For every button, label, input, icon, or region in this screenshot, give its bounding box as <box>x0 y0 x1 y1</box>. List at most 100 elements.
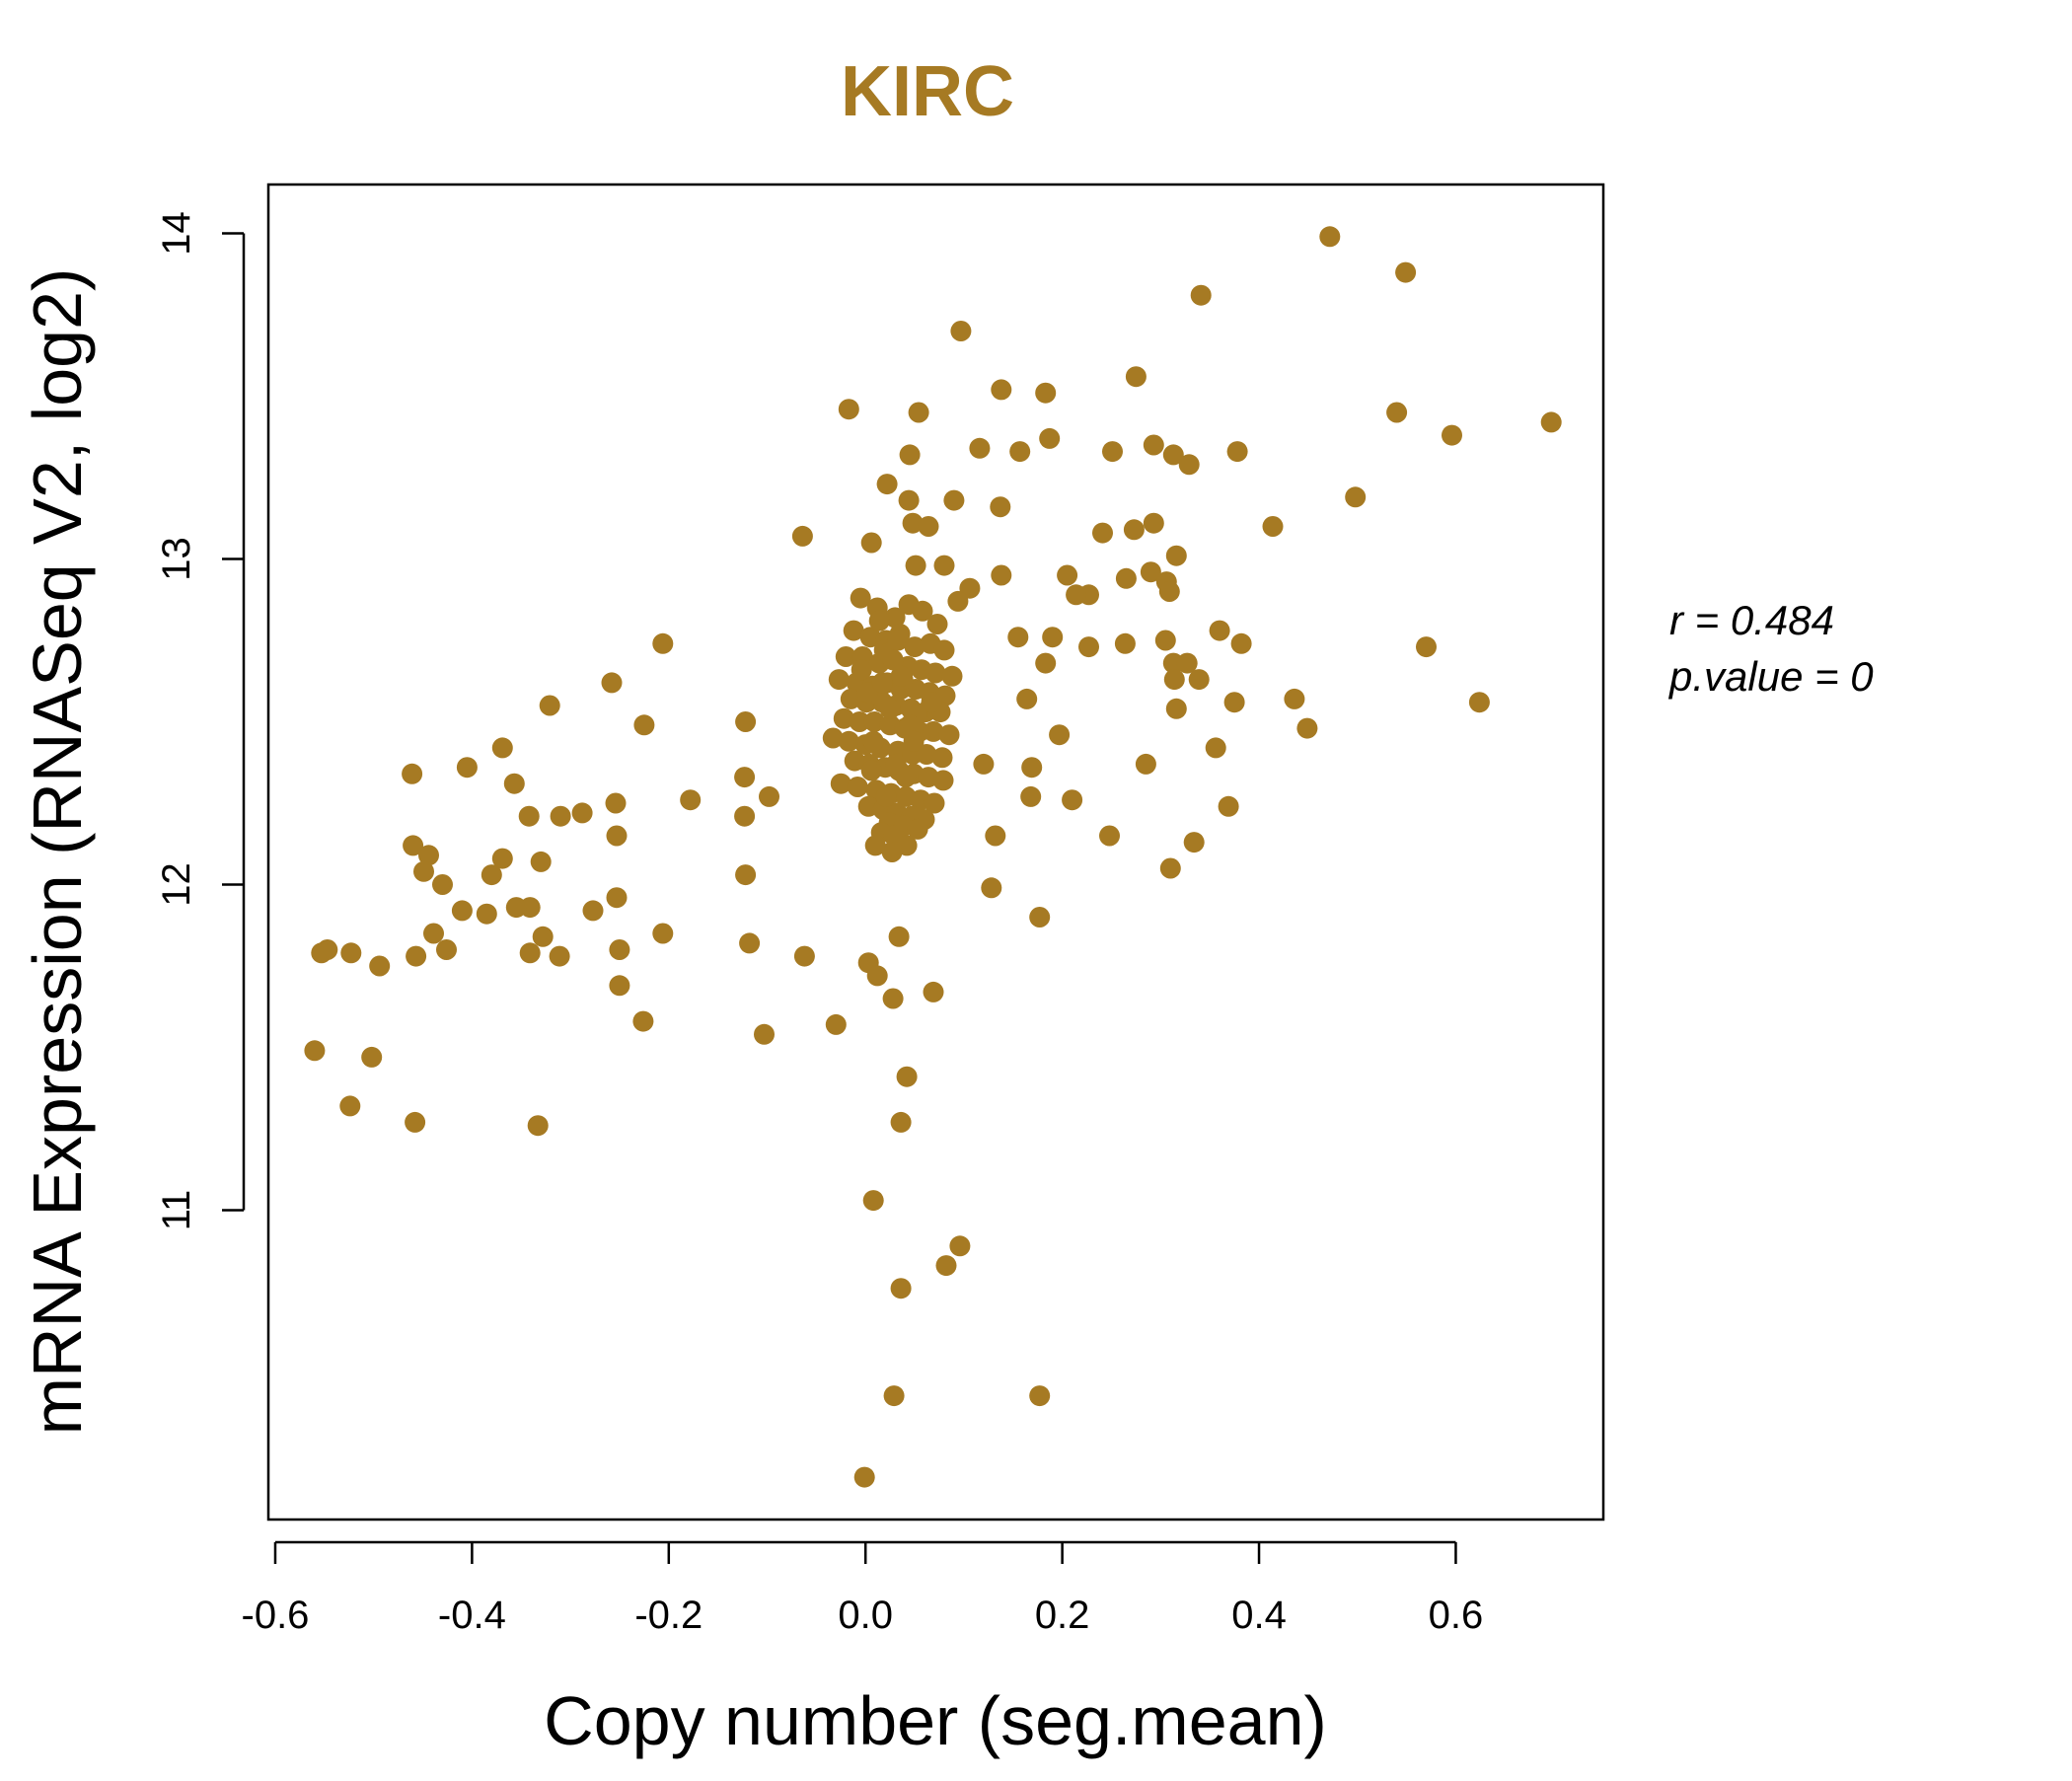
data-point <box>933 555 955 576</box>
data-point <box>933 639 955 661</box>
data-point <box>1178 454 1200 476</box>
data-point <box>850 587 871 609</box>
data-point <box>571 802 593 824</box>
data-point <box>899 714 921 736</box>
data-point <box>734 767 756 788</box>
data-point <box>1039 427 1061 449</box>
data-point <box>838 399 859 420</box>
data-point <box>406 945 427 967</box>
data-point <box>734 805 756 827</box>
data-point <box>481 864 502 886</box>
data-point <box>518 805 540 827</box>
y-axis-title: mRNA Expression (RNASeq V2, log2) <box>19 268 96 1436</box>
x-tick-label: -0.2 <box>634 1594 703 1637</box>
data-point <box>899 444 921 466</box>
data-point <box>898 489 920 511</box>
data-point <box>791 525 813 547</box>
data-point <box>609 939 630 960</box>
data-point <box>1230 632 1252 654</box>
data-point <box>969 437 991 459</box>
data-point <box>1007 627 1029 648</box>
data-point <box>1143 512 1164 534</box>
data-point <box>311 942 333 964</box>
data-point <box>866 965 888 987</box>
y-tick-label: 14 <box>155 211 198 256</box>
data-point <box>856 682 878 704</box>
data-point <box>1057 564 1078 586</box>
data-point <box>991 379 1012 401</box>
data-point <box>923 981 944 1002</box>
data-point <box>875 785 897 807</box>
data-point <box>905 555 926 576</box>
data-point <box>1102 441 1123 463</box>
data-point <box>1021 757 1043 779</box>
data-point <box>1029 907 1051 928</box>
data-point <box>1143 434 1164 456</box>
x-axis-title: Copy number (seg.mean) <box>544 1682 1327 1759</box>
data-point <box>1218 795 1239 817</box>
data-point <box>895 767 917 788</box>
data-point <box>601 672 623 694</box>
data-point <box>1540 411 1562 433</box>
data-point <box>456 757 478 779</box>
data-point <box>549 945 570 967</box>
data-point <box>530 851 552 872</box>
data-point <box>973 753 995 775</box>
data-point <box>943 489 965 511</box>
data-point <box>609 975 630 997</box>
data-point <box>908 402 929 423</box>
data-point <box>1125 366 1147 388</box>
data-point <box>1162 444 1184 466</box>
data-point <box>491 848 513 869</box>
p-value-label: p.value = 0 <box>1667 653 1874 700</box>
data-point <box>902 512 924 534</box>
data-point <box>926 614 948 634</box>
data-point <box>924 792 945 814</box>
data-point <box>862 730 884 752</box>
data-point <box>1114 632 1136 654</box>
data-point <box>896 1066 918 1087</box>
data-point <box>1262 516 1284 537</box>
data-point <box>606 887 628 909</box>
data-point <box>539 695 560 716</box>
data-point <box>1035 382 1057 404</box>
data-point <box>1345 486 1367 508</box>
data-point <box>1123 519 1145 541</box>
data-point <box>935 1255 957 1277</box>
data-point <box>1386 402 1408 423</box>
data-point <box>884 607 906 629</box>
data-point <box>890 665 912 687</box>
data-point <box>947 590 969 612</box>
data-point <box>1284 688 1305 709</box>
data-point <box>1154 630 1176 651</box>
data-point <box>606 825 628 847</box>
data-point <box>904 636 925 658</box>
data-point <box>851 659 872 681</box>
data-point <box>876 474 898 495</box>
data-point <box>418 845 439 866</box>
data-point <box>1135 753 1156 775</box>
data-point <box>432 874 453 895</box>
data-point <box>828 669 850 691</box>
x-axis: -0.6 -0.4 -0.2 0.0 0.2 0.4 0.6 <box>242 1540 1483 1637</box>
data-point <box>838 730 859 752</box>
data-point <box>830 773 851 794</box>
data-point <box>1140 561 1161 583</box>
data-point <box>833 707 854 729</box>
data-point <box>652 632 674 654</box>
data-point <box>903 730 925 752</box>
data-point <box>860 532 882 554</box>
data-point <box>1190 284 1212 306</box>
chart-title: KIRC <box>841 52 1014 131</box>
data-point <box>849 711 870 732</box>
data-point <box>1159 857 1181 879</box>
data-point <box>491 737 513 759</box>
data-point <box>918 516 939 537</box>
data-point <box>862 1190 884 1212</box>
data-point <box>888 926 910 947</box>
data-point <box>550 805 571 827</box>
data-point <box>754 1023 775 1045</box>
x-tick-label: -0.4 <box>438 1594 506 1637</box>
data-point <box>582 900 604 922</box>
